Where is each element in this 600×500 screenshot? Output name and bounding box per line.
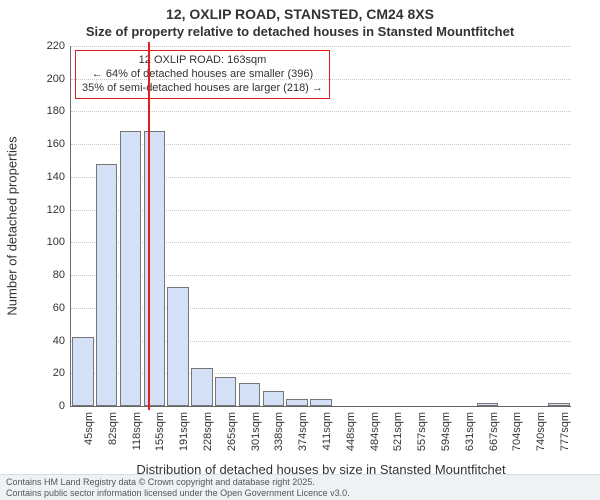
y-tick-label: 160 (47, 138, 65, 150)
y-tick-label: 180 (47, 105, 65, 117)
x-tick-label: 448sqm (345, 412, 357, 451)
callout-line: 35% of semi-detached houses are larger (… (82, 82, 323, 96)
x-tick-label: 338sqm (273, 412, 285, 451)
histogram-bar (548, 403, 569, 406)
histogram-bar (310, 399, 331, 406)
y-tick-label: 220 (47, 40, 65, 52)
marker-callout: 12 OXLIP ROAD: 163sqm← 64% of detached h… (75, 50, 330, 99)
x-tick-label: 191sqm (178, 412, 190, 451)
attribution-footer: Contains HM Land Registry data © Crown c… (0, 474, 600, 500)
y-tick-label: 200 (47, 73, 65, 85)
x-tick-label: 631sqm (464, 412, 476, 451)
y-tick-label: 40 (53, 335, 65, 347)
reference-marker-line (148, 42, 150, 410)
gridline (71, 79, 571, 80)
histogram-bar (215, 377, 236, 406)
x-tick-label: 118sqm (131, 412, 143, 450)
x-tick-label: 155sqm (154, 412, 166, 451)
y-tick-label: 0 (59, 400, 65, 412)
x-tick-label: 521sqm (392, 412, 404, 451)
gridline (71, 46, 571, 47)
histogram-bar (477, 403, 498, 406)
histogram-bar (239, 383, 260, 406)
histogram-bar (191, 368, 212, 406)
y-axis-label: Number of detached properties (5, 136, 20, 315)
y-tick-label: 60 (53, 302, 65, 314)
y-tick-label: 20 (53, 367, 65, 379)
plot-area: Distribution of detached houses by size … (70, 46, 571, 407)
x-tick-label: 667sqm (488, 412, 500, 451)
gridline (71, 111, 571, 112)
histogram-bar (167, 287, 188, 406)
x-tick-label: 740sqm (535, 412, 547, 451)
histogram-bar (286, 399, 307, 406)
x-tick-label: 265sqm (226, 412, 238, 451)
footer-line: Contains HM Land Registry data © Crown c… (6, 477, 594, 488)
histogram-bar (72, 337, 93, 406)
histogram-bar (120, 131, 141, 406)
chart-container: 12, OXLIP ROAD, STANSTED, CM24 8XS Size … (0, 0, 600, 500)
x-tick-label: 301sqm (250, 412, 262, 451)
x-tick-label: 704sqm (511, 412, 523, 451)
y-tick-label: 140 (47, 171, 65, 183)
x-tick-label: 557sqm (416, 412, 428, 451)
chart-title: 12, OXLIP ROAD, STANSTED, CM24 8XS (0, 0, 600, 22)
x-tick-label: 484sqm (369, 412, 381, 451)
y-tick-label: 80 (53, 269, 65, 281)
x-tick-label: 45sqm (83, 412, 95, 445)
x-tick-label: 594sqm (440, 412, 452, 451)
chart-subtitle: Size of property relative to detached ho… (0, 24, 600, 39)
histogram-bar (263, 391, 284, 406)
x-tick-label: 374sqm (297, 412, 309, 451)
y-tick-label: 100 (47, 236, 65, 248)
x-tick-label: 82sqm (107, 412, 119, 445)
x-tick-label: 228sqm (202, 412, 214, 451)
callout-line: 12 OXLIP ROAD: 163sqm (82, 54, 323, 68)
x-tick-label: 411sqm (321, 412, 333, 450)
x-tick-label: 777sqm (559, 412, 571, 451)
y-tick-label: 120 (47, 204, 65, 216)
histogram-bar (96, 164, 117, 406)
footer-line: Contains public sector information licen… (6, 488, 594, 499)
